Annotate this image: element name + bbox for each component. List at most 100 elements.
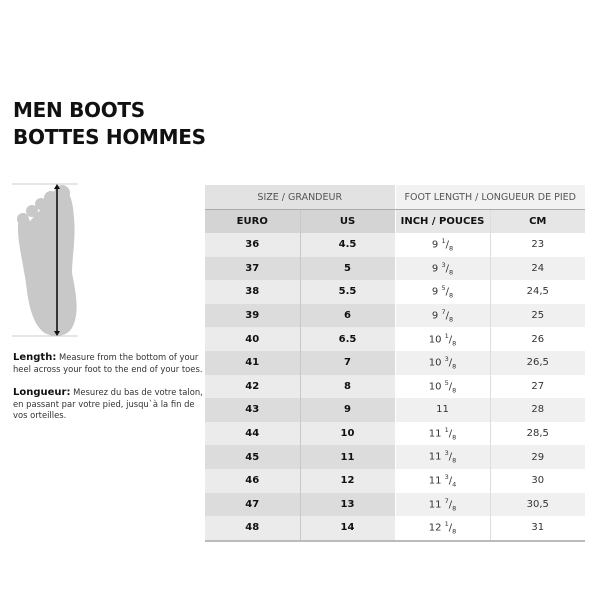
inch-whole: 11 <box>436 404 449 416</box>
longueur-description: Longueur: Mesurez du bas de votre talon,… <box>13 387 203 422</box>
inch-whole: 12 <box>428 522 442 534</box>
length-description: Length: Measure from the bottom of your … <box>13 352 203 375</box>
title-english: MEN BOOTS <box>13 98 145 122</box>
table-row: 48 14 12 1/8 31 <box>205 516 585 542</box>
cm-length: 29 <box>489 445 585 469</box>
cm-length: 30,5 <box>489 492 585 517</box>
inch-denominator: 8 <box>448 291 454 300</box>
foot-measure-illustration <box>12 183 78 337</box>
table-row: 44 10 11 1/8 28,5 <box>205 421 585 446</box>
us-size: 6.5 <box>300 327 396 351</box>
euro-size: 45 <box>205 445 301 469</box>
inch-numerator: 3 <box>444 473 449 482</box>
table-row: 41 7 10 3/8 26,5 <box>205 350 585 375</box>
table-row: 37 5 9 3/8 24 <box>205 256 585 281</box>
group-header-row: SIZE / GRANDEUR FOOT LENGTH / LONGUEUR D… <box>205 185 585 210</box>
table-row: 40 6.5 10 1/8 26 <box>205 327 585 351</box>
table-row: 38 5.5 9 5/8 24,5 <box>205 280 585 304</box>
inch-denominator: 8 <box>452 456 457 465</box>
group-header-foot-length: FOOT LENGTH / LONGUEUR DE PIED <box>395 185 585 210</box>
inch-length: 11 <box>395 398 490 422</box>
us-size: 6 <box>300 303 396 328</box>
column-header-row: EURO US INCH / POUCES CM <box>205 209 585 233</box>
length-label: Length: <box>13 352 57 363</box>
inch-numerator: 1 <box>441 237 446 246</box>
inch-whole: 9 <box>431 263 439 275</box>
inch-denominator: 8 <box>452 362 457 371</box>
inch-whole: 10 <box>428 357 442 369</box>
length-arrow-icon <box>54 184 60 336</box>
header-us: US <box>300 209 396 233</box>
group-header-size: SIZE / GRANDEUR <box>205 185 396 210</box>
euro-size: 48 <box>205 516 301 542</box>
us-size: 9 <box>300 398 396 422</box>
cm-length: 24 <box>489 256 585 281</box>
us-size: 5 <box>300 256 396 281</box>
inch-length: 9 3/8 <box>395 256 490 281</box>
us-size: 7 <box>300 350 396 375</box>
inch-numerator: 1 <box>444 425 449 434</box>
longueur-label: Longueur: <box>13 387 71 398</box>
euro-size: 38 <box>205 280 301 304</box>
table-row: 43 9 11 28 <box>205 398 585 422</box>
inch-length: 12 1/8 <box>395 516 490 542</box>
foot-icon <box>17 185 77 336</box>
us-size: 11 <box>300 445 396 469</box>
table-row: 42 8 10 5/8 27 <box>205 374 585 399</box>
us-size: 4.5 <box>300 233 396 257</box>
table-row: 36 4.5 9 1/8 23 <box>205 233 585 257</box>
inch-whole: 11 <box>428 428 442 440</box>
us-size: 5.5 <box>300 280 396 304</box>
inch-whole: 10 <box>428 333 442 345</box>
inch-length: 9 1/8 <box>395 233 490 257</box>
header-inch: INCH / POUCES <box>395 209 490 233</box>
euro-size: 37 <box>205 256 301 281</box>
inch-denominator: 8 <box>448 315 454 324</box>
inch-numerator: 3 <box>444 355 449 364</box>
inch-whole: 11 <box>428 451 442 463</box>
inch-numerator: 7 <box>444 496 449 505</box>
page-title: MEN BOOTS BOTTES HOMMES <box>13 97 206 151</box>
cm-length: 26 <box>489 327 585 351</box>
inch-numerator: 5 <box>441 284 446 293</box>
length-text: Measure from the bottom of your heel acr… <box>13 352 203 374</box>
inch-denominator: 8 <box>452 527 457 536</box>
inch-whole: 10 <box>428 381 442 393</box>
euro-size: 43 <box>205 398 301 422</box>
header-euro: EURO <box>205 209 301 233</box>
cm-length: 23 <box>489 233 585 257</box>
inch-denominator: 8 <box>448 268 454 277</box>
inch-length: 10 1/8 <box>395 327 490 351</box>
us-size: 10 <box>300 421 396 446</box>
inch-whole: 11 <box>428 475 442 487</box>
inch-length: 11 7/8 <box>395 492 490 517</box>
inch-denominator: 8 <box>448 244 454 253</box>
inch-length: 10 5/8 <box>395 374 490 399</box>
inch-whole: 9 <box>431 310 439 322</box>
inch-numerator: 3 <box>444 449 449 458</box>
inch-numerator: 7 <box>441 307 446 316</box>
euro-size: 46 <box>205 468 301 493</box>
euro-size: 47 <box>205 492 301 517</box>
inch-whole: 9 <box>431 239 439 251</box>
inch-denominator: 8 <box>452 386 457 395</box>
euro-size: 44 <box>205 421 301 446</box>
size-table: SIZE / GRANDEUR FOOT LENGTH / LONGUEUR D… <box>205 185 585 542</box>
inch-numerator: 3 <box>441 260 446 269</box>
euro-size: 41 <box>205 350 301 375</box>
table-row: 47 13 11 7/8 30,5 <box>205 492 585 517</box>
euro-size: 39 <box>205 303 301 328</box>
table-row: 46 12 11 3/4 30 <box>205 468 585 493</box>
cm-length: 25 <box>489 303 585 328</box>
euro-size: 42 <box>205 374 301 399</box>
inch-numerator: 1 <box>444 520 449 529</box>
inch-numerator: 1 <box>444 331 449 340</box>
inch-length: 11 1/8 <box>395 421 490 446</box>
inch-length: 11 3/8 <box>395 445 490 469</box>
cm-length: 27 <box>489 374 585 399</box>
inch-whole: 11 <box>428 498 442 510</box>
us-size: 12 <box>300 468 396 493</box>
inch-whole: 9 <box>431 286 439 298</box>
cm-length: 30 <box>489 468 585 493</box>
us-size: 14 <box>300 516 396 542</box>
